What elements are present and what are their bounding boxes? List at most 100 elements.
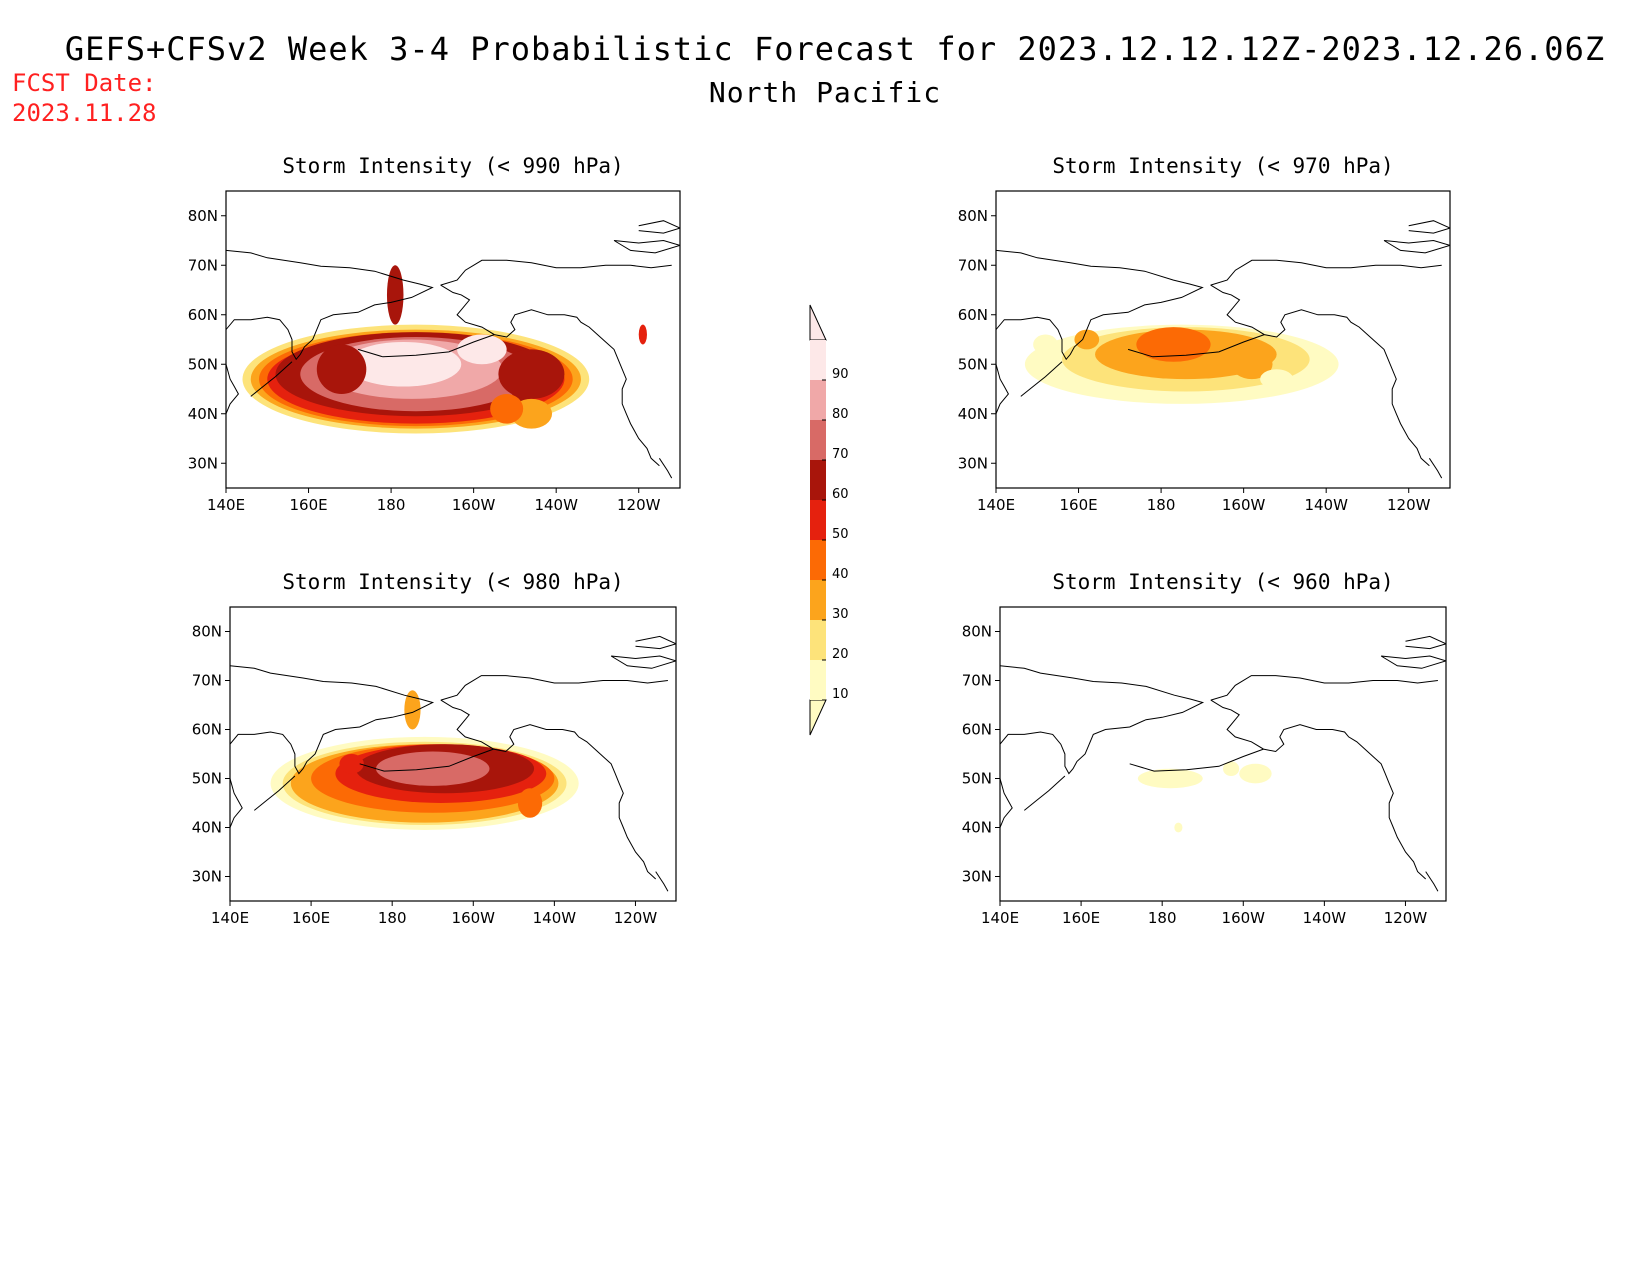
coastline (250, 361, 293, 397)
y-tick-label: 30N (192, 868, 222, 886)
coastline (1383, 239, 1450, 254)
colorbar-segment (810, 340, 826, 380)
coastline (226, 249, 434, 361)
probability-region (1260, 369, 1294, 389)
colorbar-segment (810, 500, 826, 540)
y-tick-label: 80N (958, 207, 988, 225)
coastline (230, 778, 243, 828)
x-tick-label: 180 (377, 496, 406, 514)
y-tick-label: 60N (188, 306, 218, 324)
probability-region (1231, 349, 1273, 380)
colorbar-segment (810, 620, 826, 660)
panel-title: Storm Intensity (< 970 hPa) (1052, 154, 1393, 178)
coastline (440, 284, 660, 467)
x-tick-label: 160E (1062, 909, 1100, 927)
x-tick-label: 140E (977, 496, 1015, 514)
colorbar-high-end (809, 304, 827, 341)
x-tick-label: 120W (614, 909, 658, 927)
coastline (610, 655, 676, 669)
probability-region (404, 690, 421, 730)
x-tick-label: 160E (1059, 496, 1097, 514)
coastline (1023, 775, 1066, 811)
y-tick-label: 30N (962, 868, 992, 886)
y-tick-label: 70N (188, 256, 218, 274)
probability-region (490, 393, 524, 424)
coastline (1210, 675, 1438, 701)
colorbar-label: 10 (832, 687, 849, 702)
coastline (440, 259, 672, 286)
map-frame (999, 606, 1447, 902)
probability-region (375, 751, 490, 786)
x-tick-label: 180 (378, 909, 407, 927)
y-tick-label: 30N (188, 454, 218, 472)
fcst-date-value: 2023.11.28 (12, 99, 157, 127)
y-tick-label: 40N (188, 405, 218, 423)
probability-region (498, 349, 565, 399)
region-subtitle: North Pacific (708, 76, 942, 109)
coastline (253, 775, 296, 811)
fcst-date-caption: FCST Date: (12, 69, 157, 97)
colorbar-segment (810, 420, 826, 460)
colorbar-label: 70 (832, 447, 849, 462)
colorbar-segment (810, 540, 826, 580)
coastline (226, 364, 240, 414)
coastline (658, 458, 673, 479)
x-tick-label: 180 (1148, 909, 1177, 927)
y-tick-label: 80N (962, 623, 992, 641)
coastline (1129, 748, 1264, 772)
x-tick-label: 160E (292, 909, 330, 927)
coastline (635, 635, 676, 650)
colorbar-label: 50 (832, 527, 849, 542)
probability-region (1239, 763, 1272, 784)
coastline (1425, 871, 1439, 892)
x-tick-label: 160W (1222, 909, 1266, 927)
x-tick-label: 140W (1303, 909, 1347, 927)
colorbar-label: 20 (832, 647, 849, 662)
page-title: GEFS+CFSv2 Week 3-4 Probabilistic Foreca… (64, 30, 1606, 68)
coastline (1000, 778, 1013, 828)
coastline (613, 239, 680, 254)
y-tick-label: 70N (192, 672, 222, 690)
coastline (440, 699, 657, 880)
coastline (1428, 458, 1443, 479)
map-panel: Storm Intensity (< 980 hPa) 140E 160E 180 16… (192, 570, 677, 927)
colorbar-label: 80 (832, 407, 849, 422)
x-tick-label: 120W (1387, 496, 1431, 514)
forecast-date-label: FCST Date: 2023.11.28 (12, 68, 157, 128)
y-tick-label: 30N (958, 454, 988, 472)
probability-region (1223, 761, 1240, 777)
y-tick-label: 80N (192, 623, 222, 641)
map-frame (229, 606, 677, 902)
map-panel: Storm Intensity (< 970 hPa) 140E 160E 180 16… (958, 154, 1451, 514)
coastline (638, 220, 680, 234)
x-tick-label: 140W (1304, 496, 1348, 514)
coastline (1210, 284, 1430, 467)
y-tick-label: 60N (192, 721, 222, 739)
map-frame (225, 190, 681, 489)
coastline (1380, 655, 1446, 669)
coastline (1408, 220, 1450, 234)
coastline (357, 334, 495, 358)
colorbar-segment (810, 380, 826, 420)
y-tick-label: 60N (962, 721, 992, 739)
x-tick-label: 160E (289, 496, 327, 514)
x-tick-label: 140W (534, 496, 578, 514)
y-tick-label: 40N (958, 405, 988, 423)
x-tick-label: 160W (452, 909, 496, 927)
colorbar-segment (810, 660, 826, 700)
x-tick-label: 140W (533, 909, 577, 927)
colorbar-label: 60 (832, 487, 849, 502)
probability-region (457, 334, 507, 365)
panel-title: Storm Intensity (< 990 hPa) (282, 154, 623, 178)
probability-region (1033, 334, 1058, 355)
coastline (230, 665, 435, 775)
x-tick-label: 160W (1222, 496, 1266, 514)
y-tick-label: 80N (188, 207, 218, 225)
y-tick-label: 50N (188, 355, 218, 373)
probability-region (316, 344, 367, 394)
y-tick-label: 50N (192, 770, 222, 788)
x-tick-label: 140E (211, 909, 249, 927)
y-tick-label: 70N (958, 256, 988, 274)
x-tick-label: 120W (1384, 909, 1428, 927)
coastline (1210, 699, 1427, 880)
